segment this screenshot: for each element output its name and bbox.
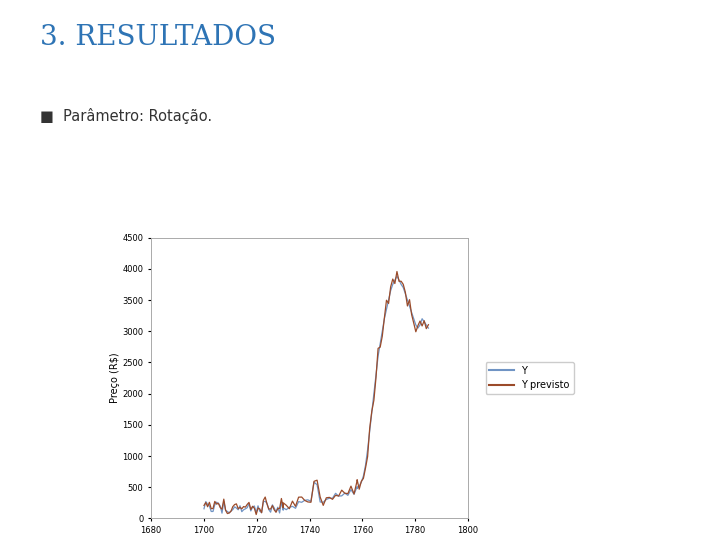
Y previsto: [282, 502, 291, 509]
Y previsto: [252, 511, 261, 518]
Line: Y: Y: [204, 276, 428, 513]
Y: [365, 428, 374, 434]
Legend: Y, Y previsto: Y, Y previsto: [485, 362, 574, 394]
Y previsto: [199, 502, 208, 509]
Text: 3. RESULTADOS: 3. RESULTADOS: [40, 24, 276, 51]
Y previsto: [392, 268, 401, 275]
Y: [367, 409, 376, 416]
Y: [392, 273, 401, 280]
Y: [217, 510, 226, 516]
Y: [274, 504, 282, 510]
Y: [282, 507, 291, 513]
Y previsto: [367, 408, 376, 415]
Y previsto: [365, 425, 374, 431]
Text: ■  Parâmetro: Rotação.: ■ Parâmetro: Rotação.: [40, 108, 212, 124]
Y: [202, 498, 210, 505]
Y previsto: [225, 510, 233, 516]
Y previsto: [202, 500, 210, 506]
Y-axis label: Preço (R$): Preço (R$): [109, 353, 120, 403]
Y: [227, 508, 235, 515]
Y previsto: [424, 321, 433, 328]
Y: [424, 325, 433, 332]
Line: Y previsto: Y previsto: [204, 272, 428, 515]
Y: [199, 505, 208, 512]
Y previsto: [274, 505, 282, 512]
